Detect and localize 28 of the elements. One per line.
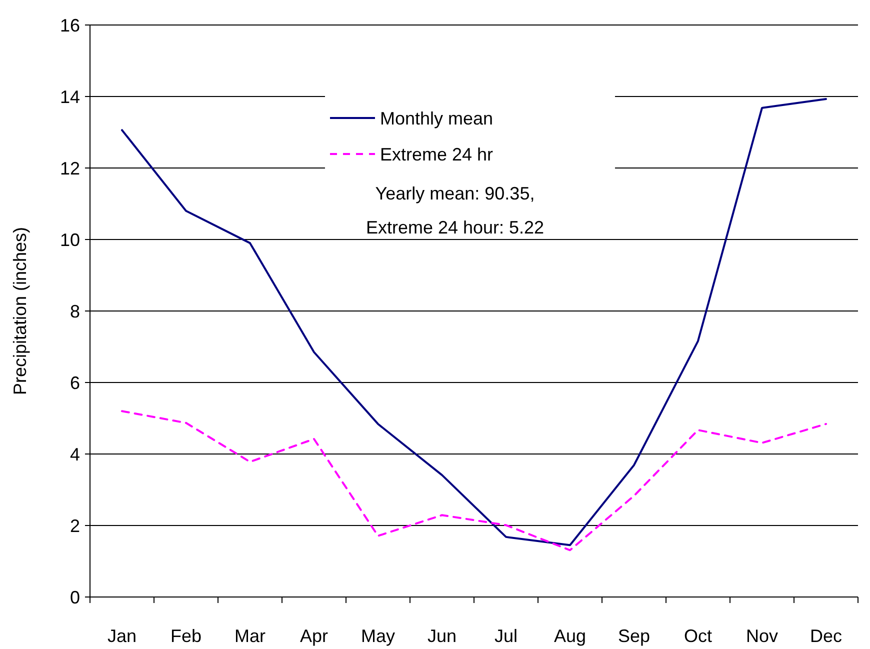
y-tick-label: 0: [70, 587, 80, 608]
y-tick-label: 12: [60, 158, 80, 178]
y-tick-label: 10: [60, 230, 80, 250]
y-tick-label: 6: [70, 372, 80, 393]
y-tick-label: 4: [70, 444, 80, 464]
x-tick-label: Sep: [618, 626, 650, 646]
x-tick-label: Feb: [170, 626, 202, 646]
legend-label: Monthly mean: [380, 108, 494, 128]
annotation: Extreme 24 hour: 5.22: [366, 217, 544, 238]
x-tick-label: Jun: [427, 626, 457, 646]
y-tick-label: 2: [70, 516, 80, 536]
y-axis-title: Precipitation (inches): [10, 226, 30, 396]
x-tick-label: Jul: [494, 626, 518, 646]
x-tick-label: Apr: [300, 626, 328, 646]
y-tick-label: 16: [60, 15, 80, 36]
x-tick-label: Mar: [234, 626, 266, 646]
legend-label: Extreme 24 hr: [380, 144, 494, 164]
x-tick-label: Nov: [746, 626, 778, 646]
x-tick-label: Oct: [684, 626, 712, 646]
line-series: [121, 410, 827, 552]
y-tick-label: 8: [70, 301, 80, 322]
x-tick-label: Aug: [554, 626, 586, 646]
annotation: Yearly mean: 90.35,: [375, 183, 535, 204]
y-tick-label: 14: [60, 86, 80, 107]
line-series: [121, 98, 827, 546]
x-tick-label: May: [360, 626, 396, 646]
x-tick-label: Jan: [107, 626, 137, 646]
x-tick-label: Dec: [810, 626, 842, 646]
